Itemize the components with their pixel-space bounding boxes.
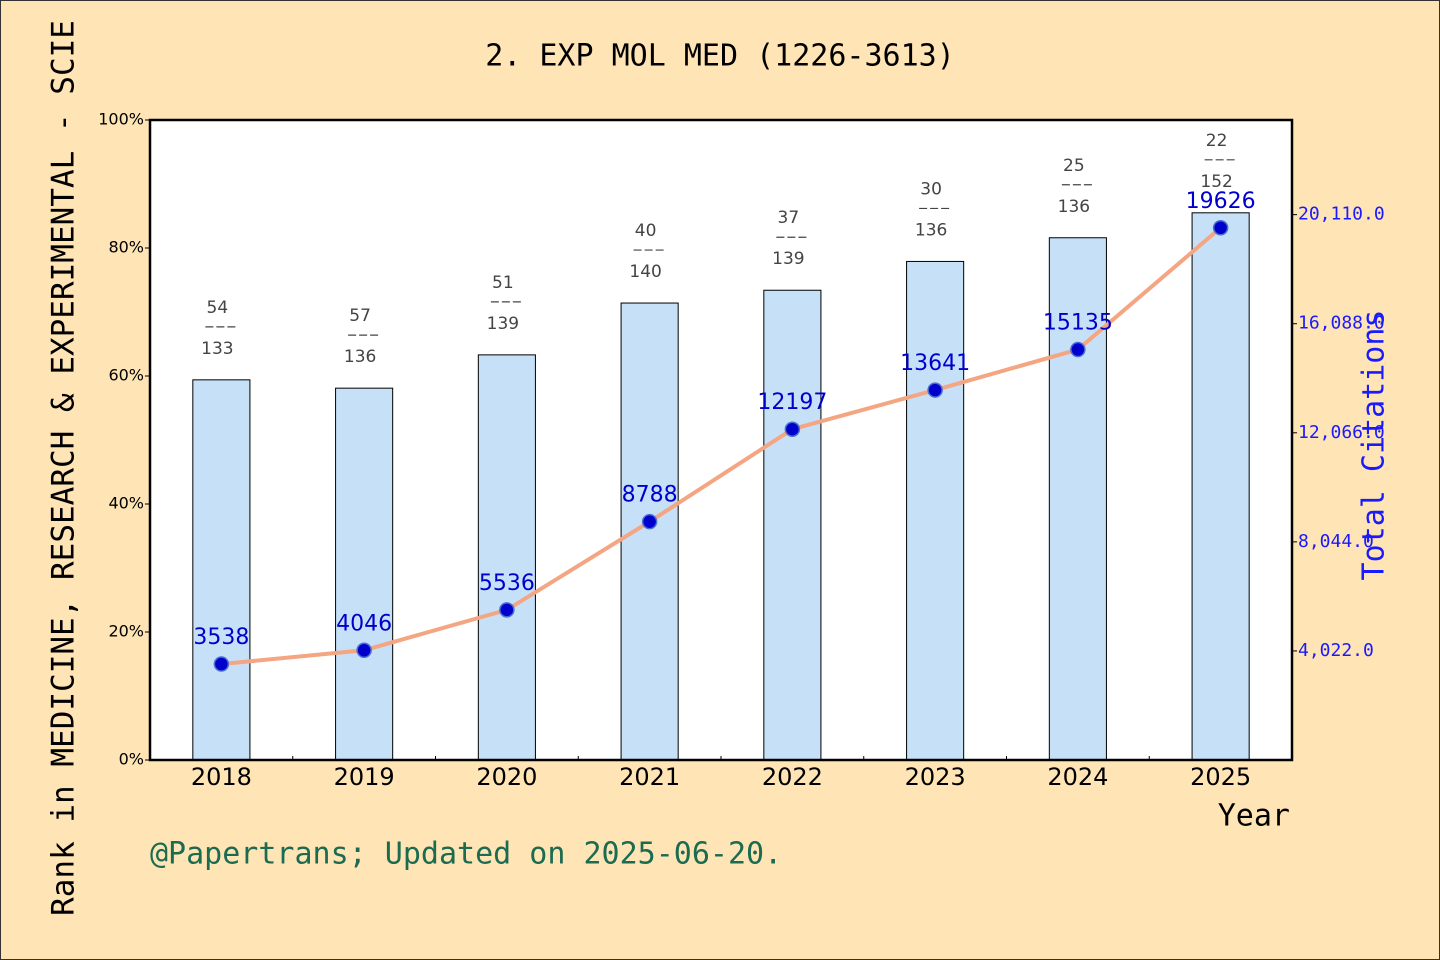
rank-label: 57 xyxy=(349,306,371,326)
y2-tick-label: 12,066.0 xyxy=(1298,422,1385,443)
bar xyxy=(763,289,822,761)
rank-label: 51 xyxy=(492,273,514,293)
line-marker xyxy=(1070,341,1086,358)
x-tick-label: 2021 xyxy=(619,763,680,791)
chart-title: 2. EXP MOL MED (1226-3613) xyxy=(485,39,955,74)
bar xyxy=(477,354,536,761)
bar xyxy=(1048,237,1107,761)
y-tick-label: 20% xyxy=(108,622,144,641)
total-label: 139 xyxy=(487,314,519,334)
bar xyxy=(1191,212,1250,761)
plot-frame xyxy=(148,118,1294,762)
line-marker xyxy=(641,513,658,530)
rank-label: 25 xyxy=(1063,156,1085,176)
line-marker xyxy=(1212,220,1229,236)
x-tick-label: 2019 xyxy=(334,763,395,791)
x-tick-label: 2023 xyxy=(905,763,966,791)
data-label: 12197 xyxy=(757,390,827,415)
line-marker xyxy=(784,421,801,437)
rank-label: 30 xyxy=(920,179,942,199)
y2-tick-label: 4,022.0 xyxy=(1298,640,1374,661)
y-tick-label: 80% xyxy=(108,238,144,257)
x-tick-label: 2022 xyxy=(762,763,823,791)
rank-label: 37 xyxy=(778,208,800,228)
line-marker xyxy=(356,642,372,659)
line-marker xyxy=(927,382,943,398)
data-label: 19626 xyxy=(1186,189,1256,214)
total-label: 140 xyxy=(629,262,661,282)
y-tick-label: 0% xyxy=(119,750,144,769)
rank-label: 22 xyxy=(1206,131,1228,151)
y2-tick-label: 16,088.0 xyxy=(1298,313,1385,334)
total-label: 136 xyxy=(1058,197,1090,217)
data-label: 3538 xyxy=(193,625,249,650)
line-marker xyxy=(213,656,230,672)
x-tick-label: 2018 xyxy=(191,763,252,791)
y2-tick-label: 20,110.0 xyxy=(1298,204,1385,225)
data-label: 15135 xyxy=(1043,311,1113,336)
total-label: 136 xyxy=(344,347,376,367)
bar xyxy=(906,260,965,761)
x-tick-label: 2020 xyxy=(476,763,537,791)
y-tick-label: 100% xyxy=(98,110,144,129)
bar xyxy=(335,387,394,761)
line-marker xyxy=(499,602,515,618)
total-label: 136 xyxy=(915,220,947,240)
data-label: 4046 xyxy=(336,611,392,636)
rank-label: 40 xyxy=(635,221,657,241)
y-axis-title: Rank in MEDICINE, RESEARCH & EXPERIMENTA… xyxy=(46,20,82,916)
total-label: 152 xyxy=(1200,172,1232,192)
y-tick-label: 60% xyxy=(108,366,144,385)
data-label: 5536 xyxy=(479,571,535,596)
total-label: 133 xyxy=(201,339,233,359)
data-label: 13641 xyxy=(900,351,970,376)
bar xyxy=(620,302,679,761)
bar xyxy=(192,379,251,761)
data-label: 8788 xyxy=(622,483,678,508)
line xyxy=(221,226,1222,667)
x-axis-title: Year xyxy=(1218,799,1290,834)
footnote: @Papertrans; Updated on 2025-06-20. xyxy=(150,837,782,872)
y2-tick-label: 8,044.0 xyxy=(1298,531,1374,552)
rank-label: 54 xyxy=(207,298,229,318)
y-tick-label: 40% xyxy=(108,494,144,513)
y2-axis-title: Total Citations xyxy=(1357,310,1392,581)
x-tick-label: 2024 xyxy=(1047,763,1108,791)
x-tick-label: 2025 xyxy=(1190,763,1251,791)
total-label: 139 xyxy=(772,249,804,269)
plot-area xyxy=(150,120,1292,760)
